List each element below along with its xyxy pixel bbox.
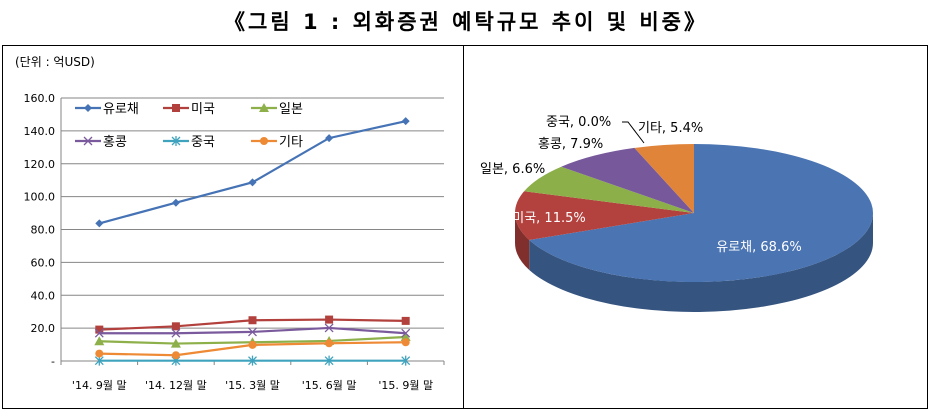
line-chart-panel: (단위 : 억USD) - 20.0 40.0 60.0 80.0 100.0 120.0 14… [2, 45, 464, 409]
unit-label: (단위 : 억USD) [15, 55, 95, 69]
data-point [94, 328, 104, 338]
data-label-중국: 중국, 0.0% [546, 115, 611, 130]
data-point [248, 327, 257, 337]
figure-title: 《그림 1 : 외화증권 예탁규모 추이 및 비중》 [224, 10, 708, 34]
series-line [99, 120, 406, 225]
legend-item: 홍콩 [75, 135, 127, 150]
data-label-홍콩: 홍콩, 7.9% [538, 137, 603, 152]
legend-item: 중국 [163, 135, 215, 150]
legend-label: 유로채 [103, 102, 139, 117]
data-point [95, 219, 104, 228]
x-tick-label: '15. 3월 말 [225, 379, 280, 392]
data-label-일본: 일본, 6.6% [480, 162, 545, 177]
data-point [171, 351, 180, 360]
pie-chart-panel: 유로채, 68.6% 미국, 11.5% 일본, 6.6% 홍콩, 7.9% 중국, 0… [463, 45, 928, 409]
data-point [171, 198, 180, 207]
y-tick-label: 160.0 [24, 92, 56, 105]
pie-slice-유로채 [529, 144, 873, 282]
data-label-유로채: 유로채, 68.6% [716, 240, 801, 255]
data-point [325, 315, 334, 324]
series-중국 [94, 355, 411, 366]
data-point [400, 332, 411, 342]
x-tick-label: '14. 9월 말 [72, 379, 127, 392]
pie-chart: 유로채, 68.6% 미국, 11.5% 일본, 6.6% 홍콩, 7.9% 중국, 0… [480, 115, 873, 313]
x-tick-label: '15. 9월 말 [378, 379, 433, 392]
legend-item: 기타 [251, 135, 303, 150]
legend-marker [83, 136, 93, 146]
legend-label: 일본 [279, 102, 303, 117]
y-tick-label: 120.0 [24, 158, 56, 171]
line-chart: (단위 : 억USD) - 20.0 40.0 60.0 80.0 100.0 120.0 14… [15, 55, 445, 392]
data-point [325, 134, 334, 143]
data-point [95, 325, 104, 334]
data-label-기타: 기타, 5.4% [638, 121, 703, 136]
data-point [401, 338, 410, 347]
data-label-미국: 미국, 11.5% [512, 211, 585, 226]
series-미국 [95, 315, 410, 334]
leader-line [622, 121, 645, 144]
data-point [401, 355, 411, 366]
data-point [401, 117, 410, 126]
y-tick-label: 80.0 [31, 224, 56, 237]
legend-item: 유로채 [75, 102, 139, 117]
pie-side-미국 [515, 213, 530, 271]
legend-marker [172, 104, 180, 112]
series-기타 [95, 338, 410, 360]
legend-marker [259, 103, 269, 112]
data-point [171, 328, 181, 338]
legend-marker [260, 137, 268, 145]
data-point [324, 355, 334, 366]
data-point [401, 328, 411, 338]
data-point [95, 349, 104, 358]
pie-side-유로채 [529, 213, 873, 313]
y-tick-label: 60.0 [31, 256, 56, 269]
series-홍콩 [94, 323, 411, 338]
y-tick-label: 20.0 [31, 322, 56, 335]
pie-slice-홍콩 [561, 147, 694, 213]
pie-slice-일본 [524, 166, 694, 213]
legend-label: 기타 [279, 135, 303, 150]
data-point [401, 316, 410, 325]
data-point [248, 355, 257, 366]
legend-label: 홍콩 [103, 135, 127, 150]
series-유로채 [95, 117, 410, 228]
pie-slice-미국 [515, 191, 694, 241]
data-point [94, 336, 105, 346]
legend-item: 미국 [163, 102, 215, 117]
data-point [324, 323, 334, 333]
x-tick-label: '15. 6월 말 [302, 379, 357, 392]
data-point [170, 338, 181, 348]
legend-marker [171, 136, 181, 146]
legend-item: 일본 [251, 102, 303, 117]
y-tick-label: 100.0 [24, 191, 56, 204]
y-tick-label: 140.0 [24, 125, 56, 138]
data-point [248, 340, 257, 349]
y-tick-label: - [51, 355, 55, 368]
pie-slice-기타 [634, 144, 694, 213]
data-point [325, 339, 334, 348]
y-tick-label: 40.0 [31, 289, 56, 302]
data-point [171, 322, 180, 331]
x-tick-label: '14. 12월 말 [145, 379, 207, 392]
data-point [248, 316, 257, 325]
legend-marker [84, 104, 92, 112]
data-point [248, 178, 257, 187]
legend-label: 중국 [191, 135, 215, 150]
legend-label: 미국 [191, 102, 215, 117]
